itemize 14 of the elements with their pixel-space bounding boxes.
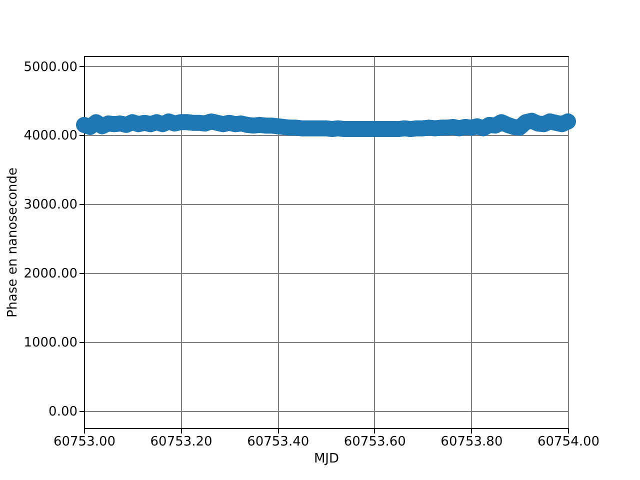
y-tick-label: 0.00 — [48, 404, 78, 420]
y-tick-label: 3000.00 — [24, 198, 78, 213]
y-tick-label: 4000.00 — [24, 128, 78, 144]
x-tick-label: 60753.20 — [150, 434, 212, 450]
y-tick-label: 2000.00 — [24, 266, 78, 282]
y-tick-label: 5000.00 — [24, 60, 78, 75]
x-tick-label: 60753.40 — [247, 434, 310, 450]
x-tick-label: 60753.80 — [440, 434, 503, 450]
x-tick-label: 60753.00 — [53, 434, 116, 450]
x-axis-title: MJD — [314, 452, 340, 466]
x-tick-label: 60754.00 — [537, 434, 600, 450]
y-tick-label: 1000.00 — [24, 335, 78, 350]
x-tick-label: 60753.60 — [344, 434, 406, 450]
y-axis-title: Phase en nanoseconde — [6, 167, 21, 318]
